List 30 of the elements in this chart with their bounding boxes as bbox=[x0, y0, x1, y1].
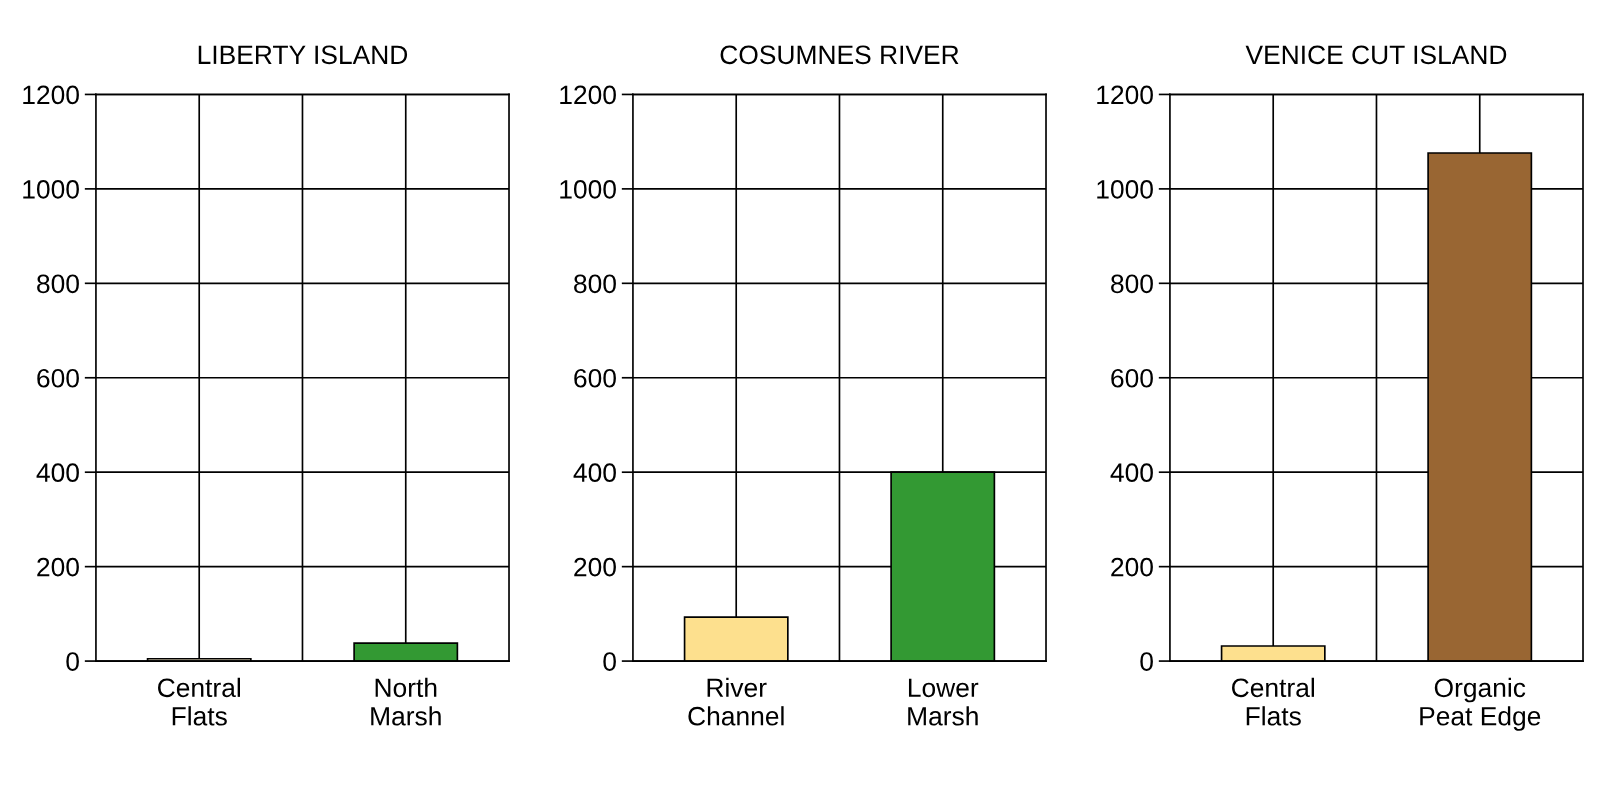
y-tick-label: 0 bbox=[66, 652, 79, 671]
chart-title: COSUMNES RIVER bbox=[720, 45, 959, 65]
y-tick-label: 600 bbox=[37, 368, 79, 388]
x-tick-label: Lower Marsh bbox=[908, 678, 979, 726]
x-tick-label: North Marsh bbox=[371, 677, 441, 726]
y-tick-label: 0 bbox=[603, 652, 616, 671]
chart-title: VENICE CUT ISLAND bbox=[1245, 45, 1507, 65]
y-tick-label: 1000 bbox=[23, 180, 79, 199]
y-tick-label: 800 bbox=[574, 274, 616, 294]
y-tick-label: 400 bbox=[1110, 463, 1153, 483]
y-tick-label: 1200 bbox=[560, 85, 616, 105]
x-tick-label: Central Flats bbox=[1232, 677, 1314, 726]
x-tick-label: River Channel bbox=[688, 677, 784, 726]
y-tick-label: 1200 bbox=[23, 85, 79, 105]
y-tick-label: 1200 bbox=[1097, 85, 1153, 105]
y-tick-label: 400 bbox=[573, 463, 616, 483]
y-tick-label: 1000 bbox=[1097, 180, 1153, 199]
y-tick-label: 600 bbox=[574, 368, 616, 388]
y-tick-label: 1000 bbox=[560, 180, 616, 199]
x-tick-label: Central Flats bbox=[158, 677, 240, 726]
y-tick-label: 0 bbox=[1140, 652, 1153, 671]
y-tick-label: 200 bbox=[37, 557, 79, 577]
y-tick-label: 800 bbox=[37, 274, 79, 294]
y-tick-label: 800 bbox=[1111, 274, 1153, 294]
y-tick-label: 600 bbox=[1111, 368, 1153, 388]
y-tick-label: 400 bbox=[36, 463, 79, 483]
chart-title: LIBERTY ISLAND bbox=[198, 45, 408, 65]
x-tick-label: Organic Peat Edge bbox=[1420, 677, 1541, 731]
y-tick-label: 200 bbox=[574, 557, 616, 577]
y-tick-label: 200 bbox=[1111, 557, 1153, 577]
